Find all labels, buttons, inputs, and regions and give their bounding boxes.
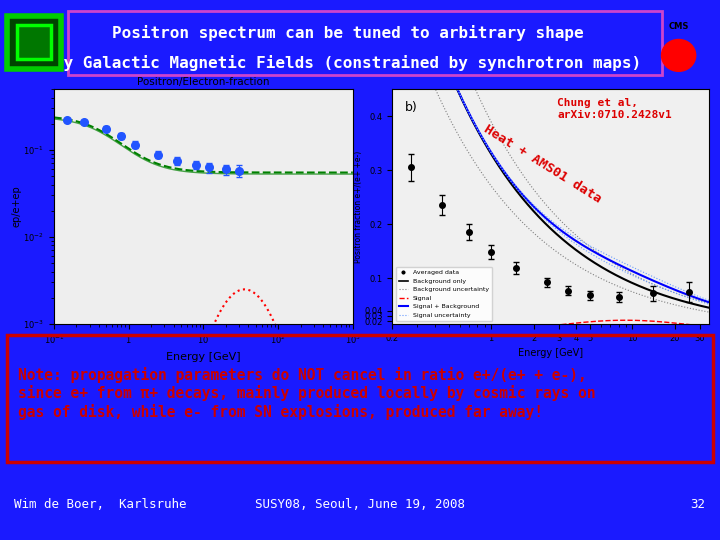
Signal + Background <box>577 241 585 247</box>
Background only <box>577 251 585 257</box>
Signal <box>541 323 549 329</box>
Background only <box>648 288 657 294</box>
Text: Chung et al,
arXiv:0710.2428v1: Chung et al, arXiv:0710.2428v1 <box>557 98 672 120</box>
Signal + Background <box>541 214 549 220</box>
Signal uncertainty <box>541 212 549 218</box>
Signal + Background <box>648 277 657 284</box>
Signal uncertainty <box>577 238 585 244</box>
X-axis label: Energy [GeV]: Energy [GeV] <box>166 352 240 362</box>
Background only <box>705 305 714 311</box>
Signal <box>577 319 585 326</box>
Text: Note: propagation parameters do NOT cancel in ratio e+/(e+ + e-),
since e+ from : Note: propagation parameters do NOT canc… <box>18 367 595 420</box>
Y-axis label: Positron fraction e+/(e+ +e-): Positron fraction e+/(e+ +e-) <box>354 151 363 262</box>
Signal <box>539 323 547 330</box>
Line: Background only: Background only <box>392 0 709 308</box>
Text: b): b) <box>405 101 418 114</box>
Signal + Background <box>705 299 714 306</box>
Signal uncertainty <box>705 297 714 303</box>
Signal + Background <box>559 230 568 236</box>
Title: Positron/Electron-fraction: Positron/Electron-fraction <box>137 77 270 87</box>
Background only <box>559 237 568 244</box>
Signal uncertainty <box>559 227 568 233</box>
Text: by Galactic Magnetic Fields (constrained by synchrotron maps): by Galactic Magnetic Fields (constrained… <box>54 55 641 71</box>
Legend: Averaged data, Background only, Background uncertainty, Signal, Signal + Backgro: Averaged data, Background only, Backgrou… <box>395 267 492 321</box>
Line: Signal uncertainty: Signal uncertainty <box>392 0 709 300</box>
Signal <box>559 321 568 328</box>
Background only <box>697 303 706 309</box>
Signal <box>698 323 706 329</box>
Signal <box>705 323 714 330</box>
Text: Heat + AMS01 data: Heat + AMS01 data <box>481 123 603 206</box>
Text: SUSY08, Seoul, June 19, 2008: SUSY08, Seoul, June 19, 2008 <box>255 498 465 511</box>
X-axis label: Energy [GeV]: Energy [GeV] <box>518 348 583 358</box>
Signal <box>621 317 630 323</box>
Signal + Background <box>697 296 706 303</box>
Signal <box>388 329 397 335</box>
Text: CMS: CMS <box>668 22 689 31</box>
Signal uncertainty <box>539 210 547 217</box>
Line: Signal: Signal <box>392 320 709 332</box>
Circle shape <box>662 39 696 71</box>
Background only <box>539 218 547 224</box>
Text: Positron spectrum can be tuned to arbitrary shape: Positron spectrum can be tuned to arbitr… <box>112 25 583 41</box>
FancyBboxPatch shape <box>6 16 60 70</box>
FancyBboxPatch shape <box>17 25 50 58</box>
Signal uncertainty <box>648 273 657 280</box>
Text: Wim de Boer,  Karlsruhe: Wim de Boer, Karlsruhe <box>14 498 187 511</box>
Signal uncertainty <box>697 294 706 301</box>
Signal <box>649 318 657 325</box>
Background only <box>541 220 549 226</box>
Signal + Background <box>539 212 547 219</box>
Line: Signal + Background: Signal + Background <box>392 0 709 302</box>
Y-axis label: ep/e+ep: ep/e+ep <box>12 186 22 227</box>
Text: 32: 32 <box>690 498 706 511</box>
